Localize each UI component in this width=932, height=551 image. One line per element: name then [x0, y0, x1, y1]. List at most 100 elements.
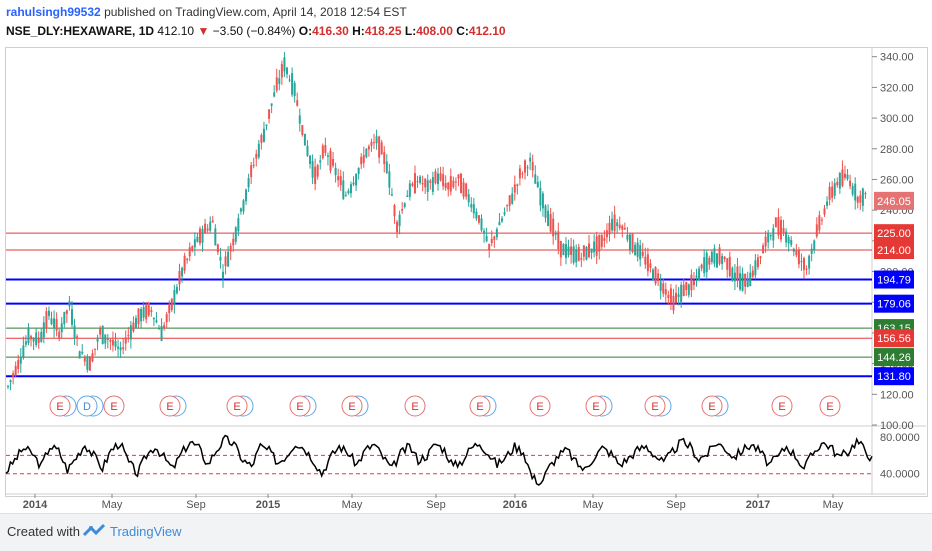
candle-body [242, 200, 245, 212]
candle-body [756, 257, 759, 268]
candle-body [181, 267, 184, 277]
candle-body [810, 248, 813, 254]
candle-body [319, 160, 322, 163]
candle-body [262, 128, 265, 142]
event-marker-label: E [233, 401, 240, 413]
candle-body [19, 356, 22, 364]
candle-body [145, 305, 148, 320]
chart-frame[interactable] [5, 47, 928, 497]
candle-body [820, 219, 823, 221]
candle-body [549, 214, 552, 232]
candle-body [746, 278, 749, 287]
candle-body [104, 334, 107, 344]
candle-body [582, 245, 585, 257]
event-marker-icon [226, 395, 248, 417]
author-name[interactable]: rahulsingh99532 [6, 5, 101, 19]
candle-body [792, 248, 795, 252]
candle-body [669, 288, 672, 304]
candle-body [644, 256, 647, 265]
candle-body [349, 184, 352, 194]
candle-body [347, 190, 350, 194]
candle-body [759, 256, 762, 258]
candle-body [552, 218, 555, 237]
level-tag [874, 241, 914, 260]
candle-body [175, 286, 178, 294]
candle-body [769, 235, 772, 237]
time-tick-label: 2016 [503, 499, 527, 511]
candle-body [626, 234, 629, 240]
candle-body [24, 341, 27, 345]
candle-body [823, 208, 826, 215]
oscillator-line [5, 434, 873, 486]
candle-body [357, 167, 360, 174]
candle-body [659, 281, 662, 291]
candle-body [60, 323, 63, 333]
candle-body [142, 307, 145, 318]
event-marker-icon [289, 395, 311, 417]
candle-body [511, 193, 514, 204]
candle-body [838, 172, 841, 189]
candle-body [209, 221, 212, 231]
candle-body [255, 153, 258, 159]
candle-body [713, 248, 716, 264]
candle-body [588, 243, 591, 257]
candle-body [562, 244, 565, 256]
candle-body [337, 176, 340, 181]
candle-body [283, 57, 286, 72]
candle-body [585, 247, 588, 260]
candle-body [165, 314, 168, 323]
symbol-name: NSE_DLY:HEXAWARE, 1D [6, 24, 155, 38]
time-tick-label: May [342, 499, 363, 511]
candle-body [544, 205, 547, 218]
candle-body [150, 310, 153, 312]
event-marker-label: E [708, 401, 715, 413]
candle-body [503, 212, 506, 215]
tradingview-link[interactable]: TradingView [110, 524, 182, 539]
candle-body [45, 311, 48, 329]
publish-info: published on TradingView.com, April 14, … [104, 5, 407, 19]
candle-body [751, 270, 754, 277]
candle-body [677, 294, 680, 298]
candle-body [826, 201, 829, 206]
candle-body [237, 218, 240, 232]
event-marker-icon [819, 395, 841, 417]
price-tick-label: 340.00 [880, 52, 914, 64]
candle-body [329, 150, 332, 171]
candle-body [378, 136, 381, 158]
candle-body [506, 205, 509, 207]
candle-body [777, 216, 780, 236]
level-tag-label: 225.00 [877, 228, 911, 240]
candle-body [35, 332, 38, 346]
candle-body [815, 224, 818, 237]
level-tag [874, 224, 914, 243]
candle-body [649, 263, 652, 268]
candle-body [65, 310, 68, 314]
candle-body [608, 222, 611, 235]
candle-body [559, 240, 562, 258]
candle-body [173, 290, 176, 305]
event-marker-label: E [296, 401, 303, 413]
candle-body [611, 218, 614, 231]
high-label: H: [352, 24, 365, 38]
high-value: 418.25 [364, 24, 402, 38]
candle-body [367, 146, 370, 150]
candle-body [570, 246, 573, 255]
candle-body [114, 341, 117, 347]
candle-body [362, 155, 365, 163]
candle-body [117, 346, 120, 349]
open-label: O: [298, 24, 313, 38]
candle-body [388, 171, 391, 188]
event-marker-label: E [411, 401, 418, 413]
candle-body [787, 237, 790, 244]
price-tick-label: 100.00 [880, 420, 914, 432]
candle-body [618, 224, 621, 229]
candle-body [83, 357, 86, 362]
time-tick-label: 2017 [746, 499, 770, 511]
candle-body [73, 325, 76, 339]
event-marker-label: E [651, 401, 658, 413]
candle-body [539, 187, 542, 206]
candle-body [731, 267, 734, 281]
candle-body [106, 339, 109, 341]
osc-tick-label: 80.0000 [880, 432, 920, 444]
